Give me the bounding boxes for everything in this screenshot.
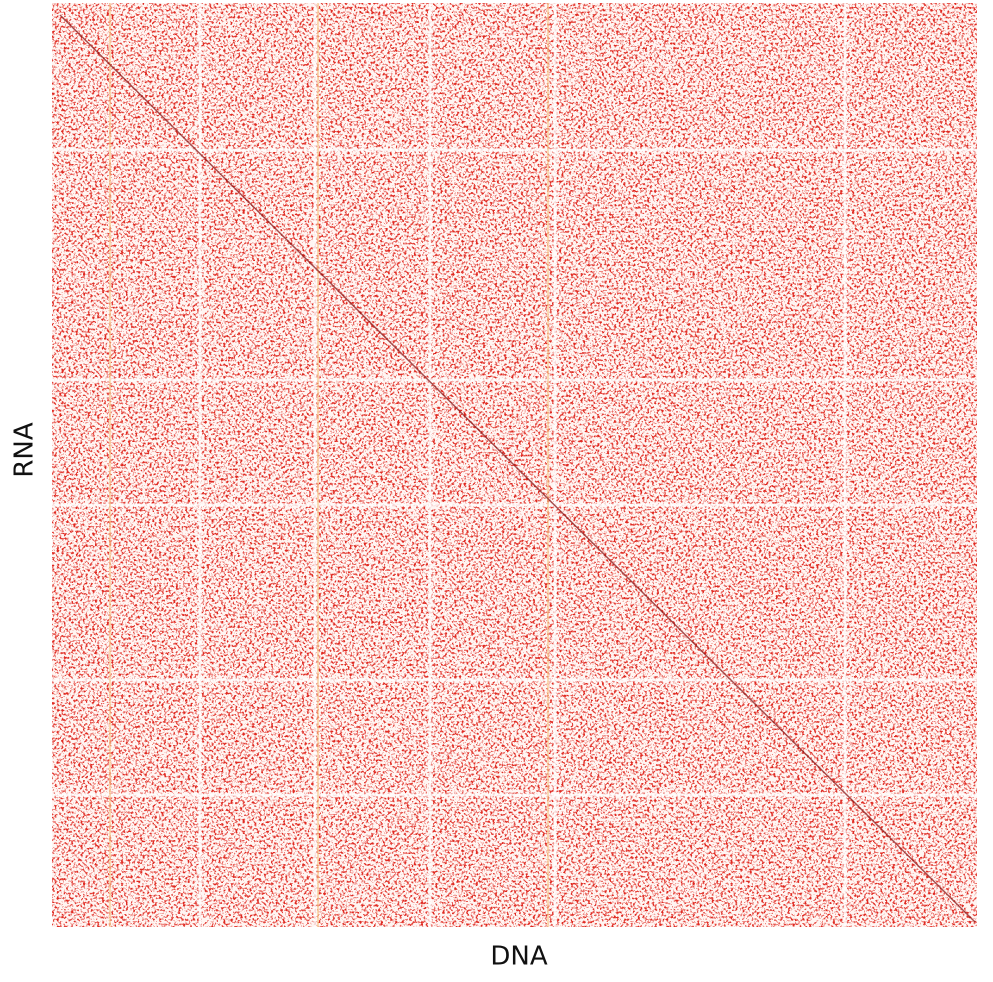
diagonal (59, 14, 976, 923)
y-axis-label: RNA (10, 422, 40, 478)
orange-stripes (109, 3, 549, 927)
x-axis-label: DNA (490, 942, 547, 972)
block-separators (52, 3, 977, 927)
heatmap-area (52, 3, 977, 927)
